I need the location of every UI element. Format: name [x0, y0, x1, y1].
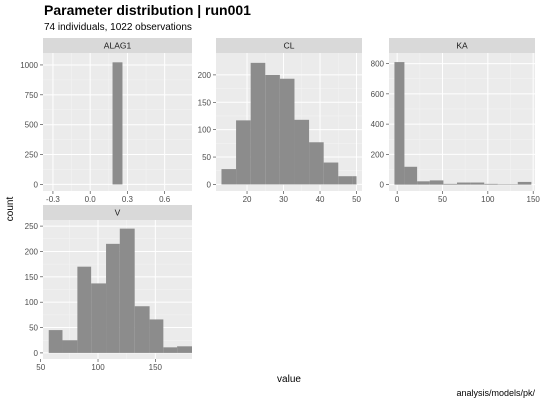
y-tick-label: 200 [25, 247, 39, 256]
histogram-bar [251, 63, 266, 185]
y-tick-label: 250 [25, 151, 39, 160]
x-tick-label: 0.0 [85, 195, 97, 204]
histogram-bar [236, 120, 251, 184]
chart-subtitle: 74 individuals, 1022 observations [44, 22, 192, 33]
facet-ka: KA 0 50 100 150 0 200 400 600 800 [371, 38, 540, 204]
y-tick-label: 50 [29, 324, 38, 333]
x-tick-label: 150 [149, 363, 163, 372]
histogram-bar [394, 62, 404, 185]
x-tick-label: 40 [316, 195, 325, 204]
y-tick-label: 0 [380, 181, 385, 190]
y-tick-label: 800 [371, 60, 385, 69]
y-tick-label: 500 [25, 121, 39, 130]
histogram-bar [280, 79, 295, 185]
histogram-bar [265, 75, 280, 185]
histogram-bar [221, 169, 236, 184]
facet-v: V 50 100 150 0 50 100 150 200 250 [25, 205, 192, 372]
chart-caption: analysis/models/pk/ [456, 388, 535, 398]
x-tick-label: 20 [243, 195, 252, 204]
x-tick-label: 50 [36, 363, 45, 372]
histogram-bar [294, 120, 309, 185]
histogram-bar [353, 176, 357, 184]
facet-alag1: ALAG1 -0.3 0.0 0.3 0.6 0 250 500 750 1000 [20, 38, 192, 204]
histogram-bar [324, 163, 339, 185]
y-tick-label: 50 [202, 153, 211, 162]
y-tick-label: 0 [207, 180, 212, 189]
histogram-bar [518, 182, 532, 185]
y-tick-label: 250 [25, 222, 39, 231]
x-tick-label: 0 [395, 195, 400, 204]
y-tick-label: 0 [34, 180, 39, 189]
x-tick-label: 30 [279, 195, 288, 204]
y-axis-title: count [5, 197, 16, 222]
x-tick-label: 50 [352, 195, 361, 204]
y-tick-label: 1000 [20, 61, 38, 70]
histogram-bar [471, 183, 485, 185]
histogram-bar [77, 267, 91, 353]
x-axis-title: value [277, 374, 301, 385]
y-tick-label: 150 [198, 98, 212, 107]
y-tick-label: 100 [25, 298, 39, 307]
facet-strip-label: ALAG1 [104, 41, 132, 51]
y-tick-label: 400 [371, 120, 385, 129]
histogram-bar [49, 330, 63, 353]
y-tick-label: 0 [34, 349, 39, 358]
histogram-bar [113, 62, 123, 184]
y-tick-label: 150 [25, 273, 39, 282]
histogram-bar [430, 180, 444, 184]
histogram-bar [457, 183, 471, 185]
facet-strip-label: CL [284, 41, 295, 51]
y-tick-label: 600 [371, 90, 385, 99]
histogram-bar [404, 167, 417, 185]
x-tick-label: -0.3 [46, 195, 60, 204]
x-tick-label: 100 [481, 195, 495, 204]
facet-strip-label: V [115, 208, 121, 218]
histogram-bar [484, 184, 498, 185]
histogram-bar [62, 340, 77, 353]
x-tick-label: 150 [527, 195, 540, 204]
facet-cl: CL 20 30 40 50 0 50 100 150 200 [198, 38, 362, 204]
y-tick-label: 200 [371, 150, 385, 159]
x-tick-label: 0.3 [122, 195, 134, 204]
x-tick-label: 50 [438, 195, 447, 204]
y-tick-label: 200 [198, 71, 212, 80]
x-tick-label: 100 [91, 363, 105, 372]
x-tick-label: 0.6 [159, 195, 171, 204]
histogram-bar [106, 244, 120, 353]
histogram-bar [443, 184, 457, 185]
histogram-bar [338, 176, 353, 184]
histogram-bar [135, 306, 150, 353]
histogram-bar [309, 142, 324, 184]
y-tick-label: 750 [25, 91, 39, 100]
facet-strip-label: KA [456, 41, 468, 51]
histogram-bar [150, 319, 164, 352]
histogram-bar [120, 229, 135, 353]
y-tick-label: 100 [198, 126, 212, 135]
chart-title: Parameter distribution | run001 [44, 2, 251, 18]
histogram-bar [163, 347, 177, 353]
histogram-bar [177, 346, 192, 353]
histogram-bar [91, 283, 106, 353]
histogram-bar [417, 181, 430, 184]
